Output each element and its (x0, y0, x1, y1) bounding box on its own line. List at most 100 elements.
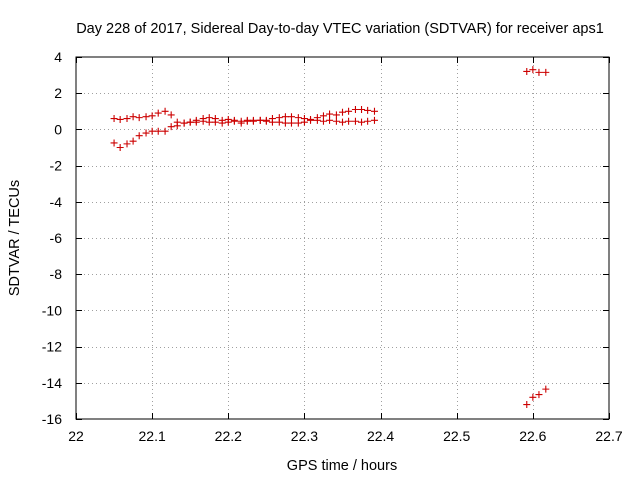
data-point (313, 114, 321, 122)
data-point (161, 127, 169, 135)
data-point (116, 115, 124, 123)
data-point (281, 113, 289, 121)
y-tick-label: 0 (54, 121, 62, 137)
data-point (180, 119, 188, 127)
data-point (192, 116, 200, 124)
data-point (370, 107, 378, 115)
data-point (332, 117, 340, 125)
data-point (339, 108, 346, 116)
y-tick-label: -6 (50, 230, 63, 246)
data-point (205, 114, 213, 122)
data-point (148, 127, 156, 135)
data-point (351, 105, 359, 113)
x-tick-label: 22.3 (291, 428, 318, 444)
data-point (224, 115, 232, 123)
data-point (523, 67, 531, 75)
y-tick-label: -4 (50, 194, 63, 210)
data-point (167, 111, 175, 119)
data-point (339, 118, 346, 126)
series-satellite-d (523, 385, 550, 409)
y-tick-label: -10 (42, 302, 62, 318)
data-point (154, 127, 162, 135)
data-point (351, 117, 359, 125)
y-axis-title: SDTVAR / TECUs (7, 180, 23, 296)
data-point (529, 66, 537, 74)
data-point (370, 116, 378, 124)
data-point (199, 115, 207, 123)
data-point (167, 123, 175, 131)
y-tick-label: -16 (42, 411, 62, 427)
x-tick-labels: 22 22.1 22.2 22.3 22.4 22.5 22.6 22.7 (68, 428, 623, 444)
x-tick-label: 22.1 (139, 428, 166, 444)
data-point (135, 114, 143, 122)
plot-frame (75, 56, 610, 420)
data-point (154, 109, 162, 117)
data-point (326, 110, 334, 118)
data-point (332, 111, 340, 119)
data-point (110, 139, 118, 147)
data-point (535, 68, 543, 76)
chart-title: Day 228 of 2017, Sidereal Day-to-day VTE… (76, 21, 604, 37)
data-point (142, 129, 150, 137)
x-tick-label: 22.7 (595, 428, 622, 444)
data-point (129, 137, 137, 145)
data-point (230, 116, 238, 124)
data-point (243, 116, 251, 124)
data-point (281, 119, 289, 127)
data-point (186, 118, 194, 126)
data-point (129, 113, 137, 121)
data-point (142, 113, 150, 121)
y-tick-label: -2 (50, 158, 63, 174)
data-point (358, 118, 366, 126)
data-points (110, 66, 550, 409)
data-point (326, 116, 334, 124)
data-point (218, 116, 226, 124)
data-point (523, 401, 531, 409)
y-tick-label: -8 (50, 266, 63, 282)
data-point (262, 117, 270, 125)
data-point (307, 116, 315, 124)
data-point (148, 112, 156, 120)
x-tick-label: 22.5 (443, 428, 470, 444)
x-tick-label: 22.6 (519, 428, 546, 444)
data-point (529, 393, 537, 401)
data-point (294, 119, 302, 127)
y-tick-label: 4 (54, 49, 62, 65)
data-point (542, 68, 550, 76)
data-point (345, 107, 353, 115)
y-tick-label: -12 (42, 339, 62, 355)
x-axis-title: GPS time / hours (287, 458, 397, 474)
y-tick-label: 2 (54, 85, 62, 101)
data-point (287, 113, 295, 121)
data-point (256, 116, 264, 124)
data-point (123, 115, 131, 123)
data-point (345, 117, 353, 125)
data-point (116, 144, 124, 151)
x-tick-label: 22 (68, 428, 84, 444)
data-point (535, 391, 543, 399)
data-point (364, 106, 372, 114)
data-point (173, 122, 181, 130)
y-tick-labels: -16 -14 -12 -10 -8 -6 -4 -2 0 2 4 (42, 49, 62, 427)
y-tick-label: -14 (42, 375, 62, 391)
data-point (249, 116, 257, 124)
series-satellite-b (110, 105, 378, 151)
data-point (275, 118, 283, 126)
x-tick-label: 22.2 (215, 428, 242, 444)
data-point (237, 117, 245, 125)
data-point (135, 132, 143, 140)
series-satellite-a (110, 107, 378, 127)
series-satellite-c (523, 66, 550, 76)
data-point (287, 119, 295, 127)
x-tick-label: 22.4 (367, 428, 394, 444)
data-point (123, 140, 131, 148)
data-point (161, 107, 169, 115)
data-point (319, 112, 327, 120)
data-point (211, 115, 219, 123)
data-point (268, 118, 276, 126)
data-point (358, 105, 366, 113)
data-point (300, 118, 308, 126)
data-point (542, 385, 550, 393)
data-point (364, 117, 372, 125)
